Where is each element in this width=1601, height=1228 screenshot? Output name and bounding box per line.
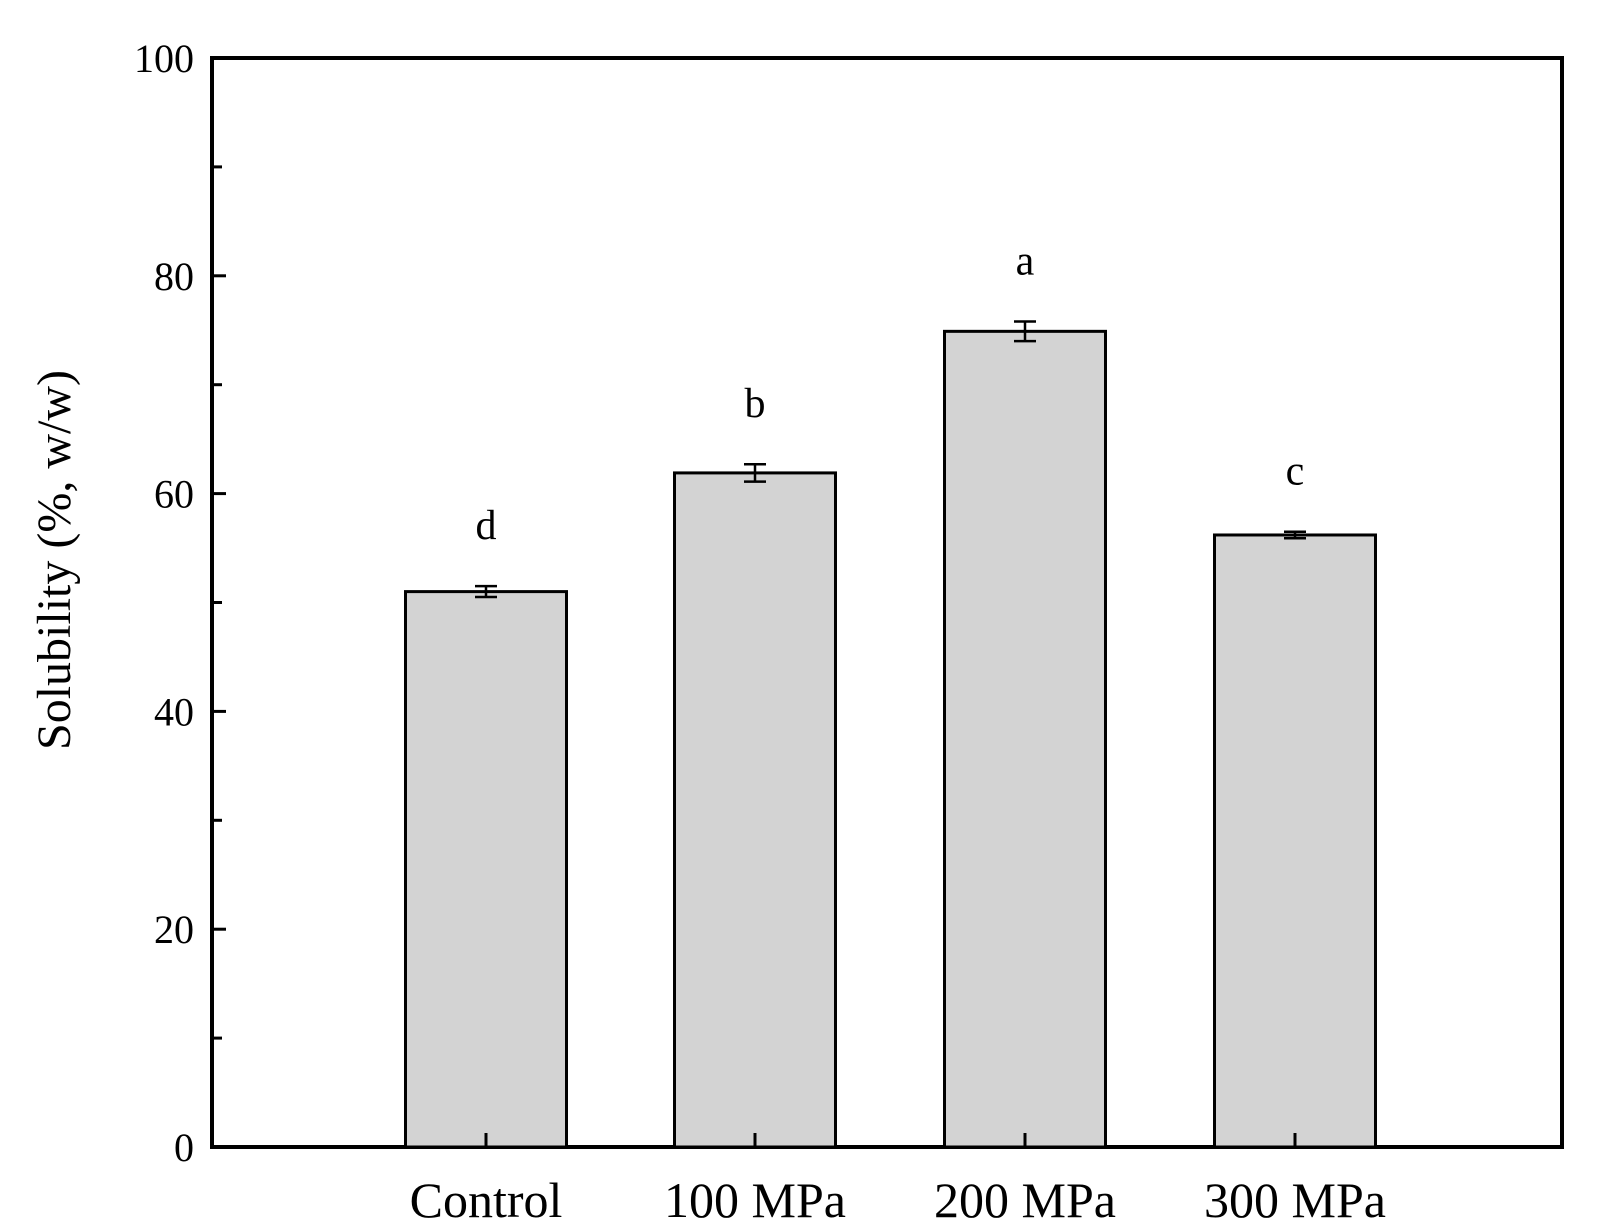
y-axis-title: Solubility (%, w/w) [28, 370, 81, 750]
x-category-label: 200 MPa [934, 1172, 1116, 1228]
x-category-label: Control [410, 1172, 563, 1228]
bar [943, 329, 1107, 1149]
y-tick-label: 0 [174, 1125, 194, 1170]
bar [404, 590, 568, 1149]
y-tick-label: 20 [154, 907, 194, 952]
significance-letters-group: d b a c [476, 239, 1305, 550]
x-category-label: 100 MPa [664, 1172, 846, 1228]
y-tick-label: 100 [134, 36, 194, 81]
significance-letter: d [476, 503, 497, 549]
bar [1213, 533, 1377, 1149]
y-tick-label: 40 [154, 689, 194, 734]
y-tick-label: 60 [154, 472, 194, 517]
y-axis-ticks: 0 20 40 60 80 100 [134, 36, 226, 1170]
bar [673, 471, 837, 1149]
x-category-label: 300 MPa [1204, 1172, 1386, 1228]
error-bars-group [475, 320, 1306, 599]
y-tick-label: 80 [154, 254, 194, 299]
significance-letter: c [1286, 449, 1305, 495]
x-axis-labels: Control 100 MPa 200 MPa 300 MPa [410, 1172, 1386, 1228]
bars-group [404, 329, 1377, 1149]
significance-letter: b [745, 381, 766, 427]
significance-letter: a [1016, 239, 1035, 285]
